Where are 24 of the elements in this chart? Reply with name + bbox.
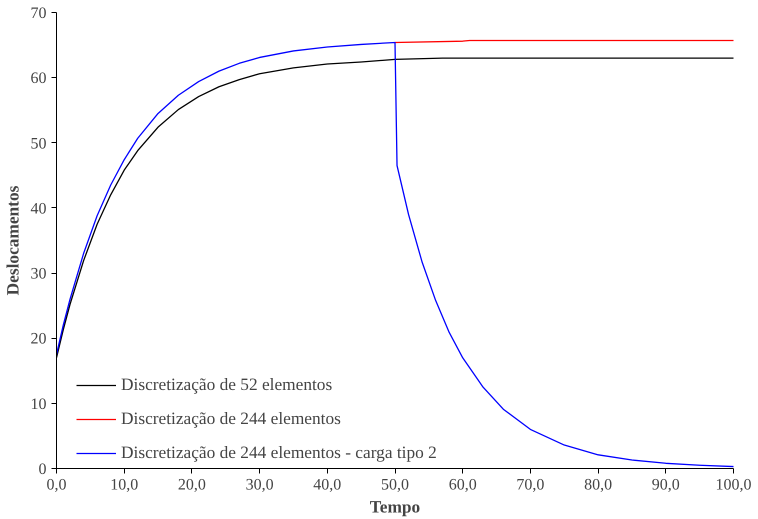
y-tick-label: 10: [30, 396, 46, 413]
x-tick-label: 0,0: [46, 476, 66, 494]
x-axis-title: Tempo: [370, 498, 420, 516]
legend-label: Discretização de 244 elementos - carga tipo 2: [121, 443, 437, 463]
x-tick-label: 60,0: [448, 476, 477, 494]
x-tick-label: 30,0: [246, 476, 274, 494]
x-tick-label: 80,0: [584, 476, 612, 494]
y-tick-label: 70: [30, 5, 46, 22]
x-tick-label: 10,0: [110, 476, 138, 494]
legend-label: Discretização de 244 elementos: [121, 409, 341, 429]
x-tick-label: 50,0: [381, 476, 409, 494]
x-tick-label: 40,0: [313, 476, 342, 494]
x-tick-label: 100,0: [716, 476, 752, 494]
y-axis-title: Deslocamentos: [4, 185, 22, 296]
x-tick-label: 20,0: [178, 476, 206, 494]
y-tick-label: 60: [30, 70, 46, 88]
y-tick-label: 40: [30, 200, 46, 218]
y-tick-label: 0: [38, 461, 46, 478]
y-tick-label: 20: [30, 330, 46, 348]
legend-label: Discretização de 52 elementos: [121, 375, 332, 395]
y-tick-label: 50: [30, 135, 46, 152]
x-tick-label: 90,0: [652, 476, 680, 494]
x-tick-label: 70,0: [516, 476, 544, 494]
y-tick-label: 30: [30, 266, 46, 283]
